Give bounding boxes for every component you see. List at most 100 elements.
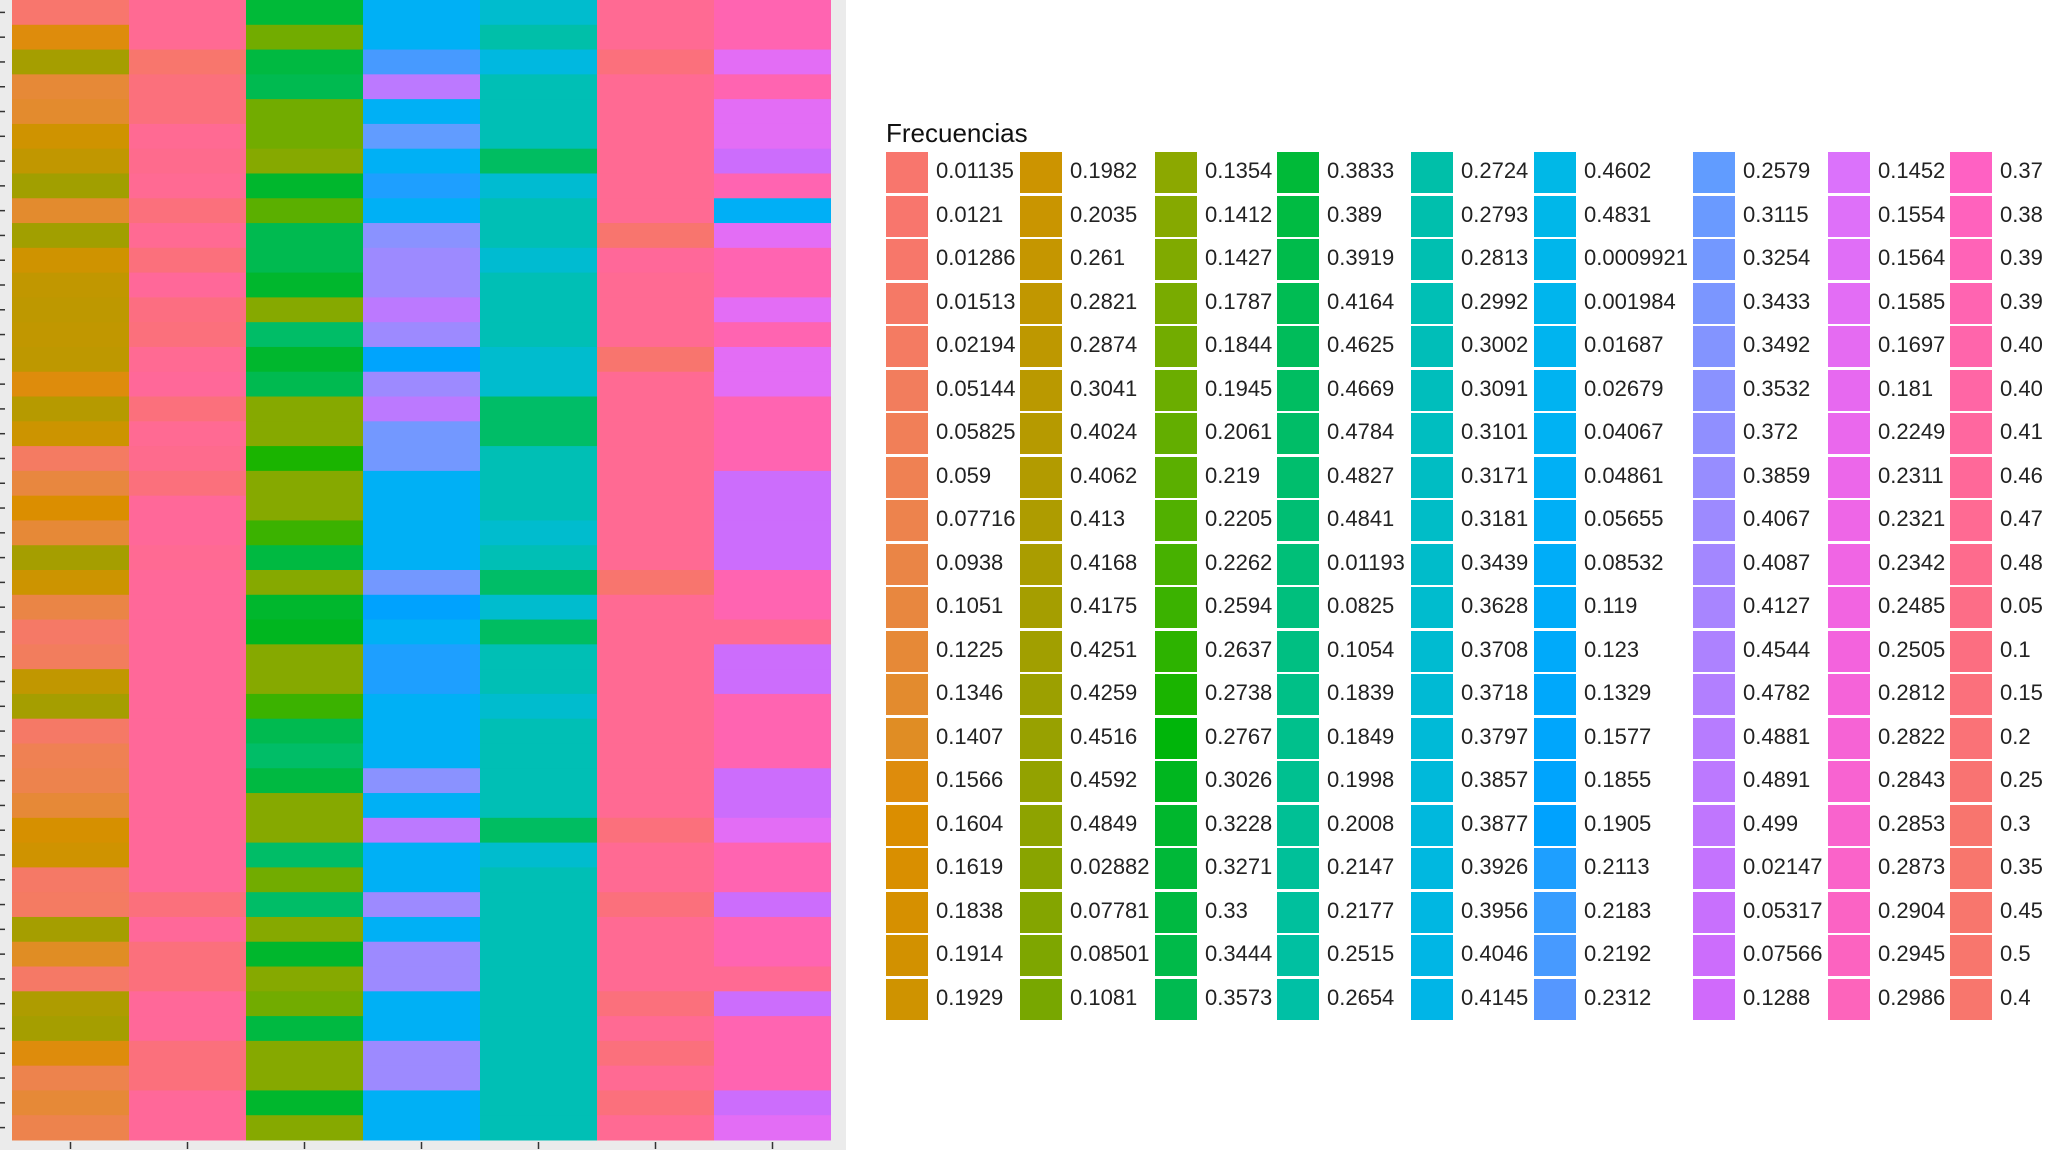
legend-label: 0.4849 <box>1070 810 1138 836</box>
heatmap-cell <box>363 272 480 298</box>
legend-key <box>1534 195 1576 237</box>
heatmap-cell <box>363 941 480 968</box>
heatmap-cell <box>12 743 129 769</box>
legend-label: 0.01193 <box>1327 549 1405 575</box>
legend-label: 0.3041 <box>1070 375 1138 401</box>
heatmap-cell <box>246 644 363 670</box>
legend-key <box>1534 543 1576 585</box>
heatmap-cell <box>714 619 831 645</box>
legend-key <box>1020 978 1062 1020</box>
legend-key <box>1411 195 1453 237</box>
heatmap-cell <box>12 768 129 794</box>
legend-key <box>1020 630 1062 672</box>
heatmap-cell <box>129 123 246 150</box>
heatmap-cell <box>480 24 597 51</box>
legend-label: 0.3091 <box>1461 375 1529 401</box>
legend-key <box>1950 891 1992 933</box>
heatmap-cell <box>363 74 480 100</box>
legend-key <box>1277 152 1319 193</box>
heatmap-cell <box>12 619 129 645</box>
heatmap-cell <box>363 842 480 868</box>
legend-key <box>886 674 928 715</box>
legend-key <box>1693 674 1735 715</box>
heatmap-cell <box>363 743 480 769</box>
heatmap-cell <box>246 718 363 744</box>
heatmap-cell <box>714 991 831 1017</box>
legend-label: 0.1288 <box>1743 984 1811 1010</box>
legend-key <box>1693 500 1735 541</box>
legend-label: 0.3 <box>2000 810 2031 836</box>
heatmap-cell <box>480 49 597 75</box>
heatmap-cell <box>129 916 246 943</box>
legend-label: 0.4168 <box>1070 549 1138 575</box>
legend-key <box>1534 630 1576 672</box>
legend-key <box>886 717 928 759</box>
heatmap-cell <box>714 817 831 844</box>
legend-label: 0.2821 <box>1070 288 1138 314</box>
heatmap-cell <box>129 99 246 125</box>
heatmap-cell <box>12 1040 129 1067</box>
legend-label: 0.2515 <box>1327 941 1395 966</box>
legend-key <box>1411 717 1453 759</box>
legend-key <box>1828 891 1870 933</box>
legend-label: 0.3833 <box>1327 158 1395 183</box>
legend-key <box>1155 717 1197 759</box>
legend-key <box>1828 326 1870 367</box>
heatmap-cell <box>480 1115 597 1141</box>
legend-label: 0.123 <box>1584 636 1640 662</box>
heatmap-cell <box>480 272 597 298</box>
heatmap-cell <box>714 470 831 497</box>
legend-key <box>1020 891 1062 933</box>
heatmap-cell <box>597 520 714 546</box>
legend-key <box>1277 978 1319 1020</box>
legend-key <box>1693 587 1735 628</box>
heatmap-cell <box>480 842 597 868</box>
legend-label: 0.4259 <box>1070 680 1138 705</box>
legend-label: 0.1697 <box>1878 332 1946 357</box>
legend-label: 0.1564 <box>1878 245 1946 270</box>
legend-key <box>1411 761 1453 802</box>
heatmap-cell <box>12 470 129 497</box>
heatmap-cell <box>597 223 714 249</box>
legend-label: 0.4592 <box>1070 767 1138 792</box>
legend-label: 0.3254 <box>1743 245 1811 270</box>
heatmap-cell <box>246 421 363 447</box>
heatmap-cell <box>129 198 246 224</box>
heatmap-cell <box>480 1065 597 1091</box>
heatmap-cell <box>480 768 597 794</box>
legend-label: 0.3628 <box>1461 593 1529 618</box>
legend-key <box>1411 891 1453 933</box>
heatmap-cell <box>597 1016 714 1042</box>
legend-label: 0.2992 <box>1461 288 1529 314</box>
heatmap-cell <box>597 718 714 744</box>
heatmap-cell <box>12 842 129 868</box>
legend-label: 0.0009921 <box>1584 245 1688 270</box>
legend-label: 0.3708 <box>1461 636 1529 662</box>
legend-label: 0.1604 <box>936 810 1004 836</box>
heatmap-cell <box>129 892 246 918</box>
heatmap-cell <box>129 768 246 794</box>
heatmap-cell <box>246 743 363 769</box>
legend-label: 0.1407 <box>936 723 1004 749</box>
legend-key <box>1155 761 1197 802</box>
heatmap-cell <box>246 173 363 199</box>
heatmap-cell <box>714 1016 831 1042</box>
heatmap-cell <box>129 148 246 174</box>
heatmap-cell <box>246 322 363 348</box>
heatmap-cell <box>246 941 363 968</box>
heatmap-cell <box>597 842 714 868</box>
heatmap-cell <box>246 1090 363 1116</box>
legend-label: 0.2873 <box>1878 854 1946 879</box>
legend-key <box>1828 761 1870 802</box>
heatmap-cell <box>129 421 246 447</box>
legend-key <box>1828 935 1870 976</box>
heatmap-cell <box>597 793 714 819</box>
heatmap-cell <box>714 123 831 150</box>
legend-label: 0.2321 <box>1878 506 1946 531</box>
legend-label: 0.1 <box>2000 636 2031 662</box>
heatmap-cell <box>129 247 246 274</box>
heatmap-cell <box>363 1090 480 1116</box>
legend-label: 0.08532 <box>1584 549 1664 575</box>
heatmap-cell <box>714 198 831 224</box>
heatmap-cell <box>246 470 363 497</box>
